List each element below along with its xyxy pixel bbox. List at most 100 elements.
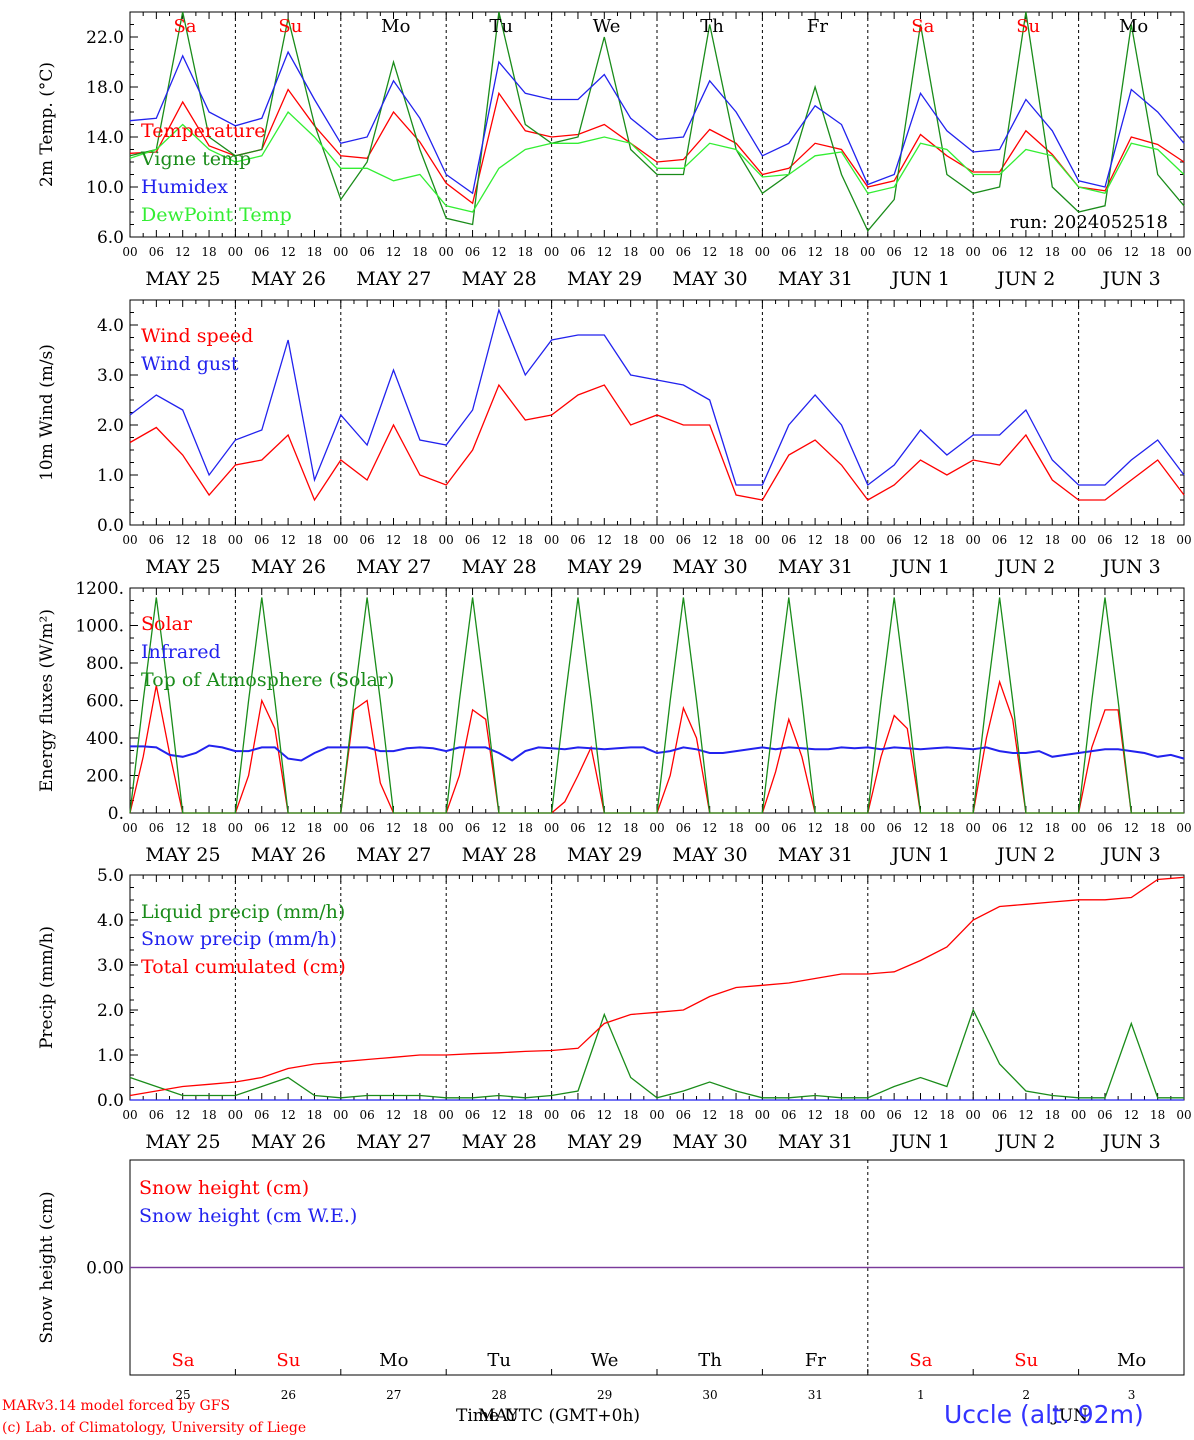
y-tick-label: 14.0: [86, 128, 124, 148]
hour-label: 12: [280, 533, 295, 547]
panel-frame: [129, 299, 1185, 526]
hour-label: 18: [939, 1108, 954, 1122]
y-tick-label: 1200.: [75, 579, 124, 599]
day-number: 28: [492, 1388, 507, 1402]
legend-entry: Wind speed: [141, 325, 253, 347]
hour-label: 12: [597, 533, 612, 547]
hour-label: 06: [992, 1108, 1007, 1122]
hour-label: 06: [781, 533, 796, 547]
hour-label: 06: [570, 1108, 585, 1122]
hour-label: 12: [1018, 245, 1033, 259]
x-axis-title: Time UTC (GMT+0h): [456, 1406, 641, 1426]
hour-label: 06: [465, 245, 480, 259]
date-label: MAY 29: [567, 556, 642, 578]
date-label: MAY 31: [778, 268, 853, 290]
hour-label: 18: [834, 245, 849, 259]
weekday-label: Fr: [807, 16, 828, 37]
hour-label: 00: [333, 533, 348, 547]
date-label: JUN 1: [890, 844, 950, 866]
hour-label: 18: [307, 245, 322, 259]
weekday-label: We: [593, 16, 621, 37]
hour-label: 00: [755, 1108, 770, 1122]
hour-label: 12: [491, 1108, 506, 1122]
hour-label: 12: [807, 533, 822, 547]
hour-label: 00: [1176, 821, 1191, 835]
hour-label: 06: [1097, 533, 1112, 547]
weekday-label: Su: [1014, 1350, 1038, 1371]
date-label: JUN 2: [995, 1131, 1055, 1153]
hour-label: 00: [1176, 533, 1191, 547]
hour-label: 18: [728, 1108, 743, 1122]
y-tick-label: 800.: [86, 654, 124, 674]
hour-label: 12: [1018, 533, 1033, 547]
hour-label: 18: [623, 821, 638, 835]
hour-label: 00: [1071, 533, 1086, 547]
y-tick-label: 3.0: [97, 366, 124, 386]
hour-label: 00: [122, 821, 137, 835]
hour-label: 12: [1124, 1108, 1139, 1122]
hour-label: 00: [860, 1108, 875, 1122]
date-label: MAY 26: [251, 268, 326, 290]
hour-label: 12: [597, 245, 612, 259]
hour-label: 18: [518, 245, 533, 259]
y-tick-label: 22.0: [86, 28, 124, 48]
hour-label: 18: [518, 533, 533, 547]
date-label: MAY 27: [356, 1131, 431, 1153]
hour-label: 00: [649, 533, 664, 547]
hour-label: 06: [465, 821, 480, 835]
hour-label: 00: [1071, 1108, 1086, 1122]
hour-label: 12: [807, 245, 822, 259]
hour-label: 06: [465, 533, 480, 547]
hour-label: 06: [676, 533, 691, 547]
weekday-label: Mo: [379, 1350, 408, 1371]
hour-label: 06: [992, 821, 1007, 835]
lab-credit: (c) Lab. of Climatology, University of L…: [2, 1420, 307, 1436]
model-credit: MARv3.14 model forced by GFS: [2, 1398, 231, 1414]
date-label: MAY 30: [672, 844, 747, 866]
hour-label: 18: [412, 533, 427, 547]
hour-label: 18: [623, 1108, 638, 1122]
hour-label: 18: [1150, 245, 1165, 259]
y-tick-label: 4.0: [97, 316, 124, 336]
legend-entry: Wind gust: [141, 353, 239, 375]
day-number: 30: [702, 1388, 717, 1402]
date-label: MAY 28: [462, 1131, 537, 1153]
hour-label: 12: [175, 1108, 190, 1122]
hour-label: 06: [360, 821, 375, 835]
hour-label: 18: [1045, 533, 1060, 547]
date-label: MAY 31: [778, 844, 853, 866]
y-tick-label: 200.: [86, 767, 124, 787]
hour-label: 12: [807, 821, 822, 835]
weekday-label: Mo: [1119, 16, 1148, 37]
weekday-label: Sa: [911, 16, 934, 37]
hour-label: 06: [570, 533, 585, 547]
y-tick-label: 10.0: [86, 178, 124, 198]
hour-label: 12: [913, 245, 928, 259]
date-label: MAY 31: [778, 1131, 853, 1153]
hour-label: 06: [887, 533, 902, 547]
hour-label: 00: [966, 821, 981, 835]
hour-label: 12: [702, 245, 717, 259]
series-line: [129, 307, 1185, 487]
hour-label: 06: [781, 245, 796, 259]
date-label: JUN 1: [890, 268, 950, 290]
hour-label: 18: [307, 533, 322, 547]
hour-label: 06: [360, 533, 375, 547]
hour-label: 18: [834, 821, 849, 835]
hour-label: 06: [781, 821, 796, 835]
hour-label: 18: [201, 1108, 216, 1122]
hour-label: 12: [913, 533, 928, 547]
legend-entry: Liquid precip (mm/h): [141, 901, 345, 923]
hour-label: 00: [228, 1108, 243, 1122]
hour-label: 12: [175, 533, 190, 547]
day-number: 25: [175, 1388, 190, 1402]
series-line: [129, 11, 1185, 232]
y-tick-label: 0.: [108, 804, 124, 824]
legend-entry: Humidex: [141, 176, 228, 198]
hour-label: 00: [122, 533, 137, 547]
hour-label: 00: [122, 1108, 137, 1122]
legend-entry: Total cumulated (cm): [141, 956, 346, 978]
panel-3: [129, 587, 1185, 814]
y-tick-label: 2.0: [97, 416, 124, 436]
hour-label: 00: [1176, 245, 1191, 259]
